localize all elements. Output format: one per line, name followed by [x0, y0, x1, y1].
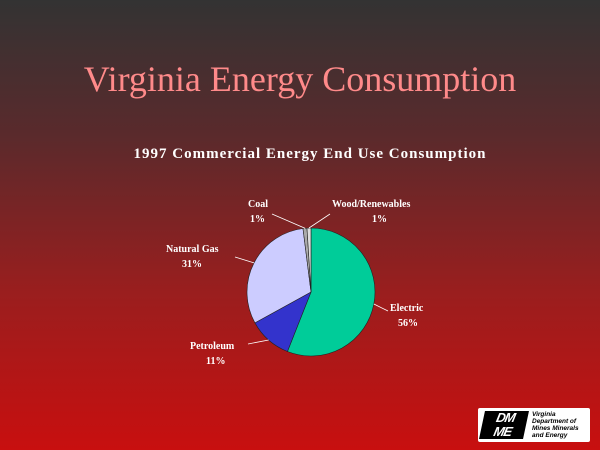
slice-percent-label: 31%	[182, 259, 202, 270]
slice-label: Electric	[390, 303, 424, 314]
slice-label: Natural Gas	[166, 244, 219, 255]
slice-percent-label: 1%	[250, 214, 265, 225]
slide-title: Virginia Energy Consumption	[83, 59, 517, 99]
leader-line-petroleum	[247, 339, 269, 345]
slice-percent-label: 11%	[206, 356, 225, 367]
pie-slice-wood-renewables	[306, 227, 312, 293]
slice-percent-label: 56%	[398, 318, 418, 329]
slice-percent-label: 1%	[372, 214, 387, 225]
leader-line-natural-gas	[234, 256, 255, 264]
chart-title: 1997 Commercial Energy End Use Consumpti…	[133, 146, 487, 162]
dmme-logo: DM ME Virginia Department of Mines Miner…	[478, 408, 590, 442]
leader-line-coal	[271, 213, 306, 229]
slice-label: Petroleum	[190, 341, 235, 352]
leader-line-electric	[373, 303, 389, 312]
slice-label: Wood/Renewables	[332, 199, 410, 210]
pie-slice-electric	[287, 227, 376, 357]
dmme-logo-text: Virginia Department of Mines Minerals an…	[532, 411, 579, 439]
slice-label: Coal	[248, 199, 268, 210]
pie-slice-natural-gas	[246, 228, 312, 324]
dmme-logo-mark: DM ME	[479, 410, 529, 439]
leader-line-wood-renewables	[308, 213, 331, 229]
